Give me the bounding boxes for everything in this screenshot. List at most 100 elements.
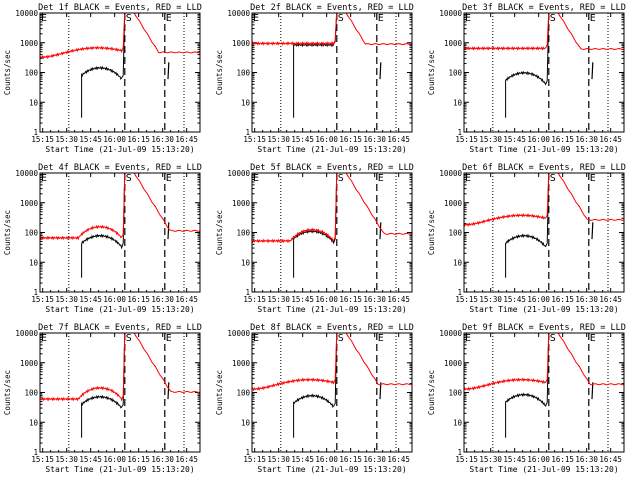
x-tick-label: 16:30 (575, 135, 598, 144)
x-tick-label: 16:00 (527, 135, 550, 144)
x-axis-label: Start Time (21-Jul-09 15:13:20) (45, 145, 194, 154)
x-tick-label: 15:15 (31, 295, 54, 304)
events-series-line (293, 13, 338, 118)
x-tick-label: 15:30 (479, 455, 502, 464)
x-tick-label: 16:15 (551, 295, 574, 304)
x-tick-label: 16:15 (127, 135, 150, 144)
y-tick-label: 10000 (439, 329, 462, 338)
x-tick-label: 16:45 (175, 295, 198, 304)
event-marker-label: E (253, 173, 259, 184)
lld-series-line (464, 13, 624, 51)
y-tick-label: 100 (24, 229, 38, 238)
x-tick-label: 16:45 (175, 135, 198, 144)
x-tick-label: 15:15 (455, 455, 478, 464)
y-tick-label: 10000 (15, 169, 38, 178)
plot-title: Det 2f BLACK = Events, RED = LLD (250, 3, 414, 13)
x-tick-label: 16:00 (103, 135, 126, 144)
y-tick-label: 10000 (15, 329, 38, 338)
lld-series-line (252, 173, 412, 244)
lld-series-line (252, 13, 412, 46)
events-series-line (293, 333, 338, 438)
plot-title: Det 7f BLACK = Events, RED = LLD (38, 323, 202, 333)
x-tick-label: 16:00 (315, 135, 338, 144)
plot-frame (39, 12, 201, 133)
x-tick-label: 16:00 (527, 455, 550, 464)
detector-panel: Det 7f BLACK = Events, RED = LLD Counts/s… (3, 323, 202, 474)
y-axis-label: Counts/sec (427, 50, 436, 95)
event-marker-label: S (550, 173, 556, 184)
event-marker-label: S (338, 333, 344, 344)
y-axis-label: Counts/sec (3, 370, 12, 415)
y-tick-label: 100 (24, 389, 38, 398)
lld-series-line (40, 333, 200, 402)
plot-area (252, 13, 412, 132)
x-axis-label: Start Time (21-Jul-09 15:13:20) (45, 465, 194, 474)
y-tick-label: 10 (29, 98, 39, 107)
x-tick-label: 15:30 (267, 455, 290, 464)
event-marker-label: E (378, 333, 384, 344)
detector-panel: Det 1f BLACK = Events, RED = LLD Counts/s… (3, 3, 202, 154)
events-fragment-line (591, 382, 594, 400)
detector-panel: Det 5f BLACK = Events, RED = LLD Counts/s… (215, 163, 414, 314)
detector-panel: Det 8f BLACK = Events, RED = LLD Counts/s… (215, 323, 414, 474)
detector-panel: Det 2f BLACK = Events, RED = LLD Counts/s… (215, 3, 414, 154)
lld-series-line (40, 13, 200, 60)
y-tick-label: 10000 (439, 9, 462, 18)
y-tick-label: 10000 (227, 329, 250, 338)
events-fragment-line (379, 382, 382, 400)
plot-title: Det 1f BLACK = Events, RED = LLD (38, 3, 202, 13)
events-fragment-line (379, 222, 382, 240)
events-fragment-line (591, 62, 594, 80)
y-tick-label: 1000 (20, 39, 39, 48)
event-marker-label: S (338, 13, 344, 24)
x-tick-label: 16:45 (599, 455, 622, 464)
events-series-line (81, 333, 126, 438)
x-tick-label: 16:30 (363, 455, 386, 464)
y-tick-label: 1000 (20, 199, 39, 208)
x-tick-label: 16:15 (339, 455, 362, 464)
event-marker-label: E (166, 173, 172, 184)
y-tick-label: 1000 (444, 39, 463, 48)
x-tick-label: 15:30 (267, 295, 290, 304)
events-fragment-line (379, 62, 382, 80)
x-tick-label: 15:15 (31, 135, 54, 144)
x-tick-label: 15:45 (291, 455, 314, 464)
y-tick-label: 1 (33, 288, 38, 297)
plot-area (252, 333, 412, 452)
x-tick-label: 15:45 (79, 455, 102, 464)
event-marker-label: E (465, 13, 471, 24)
event-marker-label: E (590, 13, 596, 24)
y-tick-label: 100 (448, 229, 462, 238)
x-axis-label: Start Time (21-Jul-09 15:13:20) (469, 305, 618, 314)
y-axis-label: Counts/sec (427, 370, 436, 415)
y-axis-label: Counts/sec (427, 210, 436, 255)
y-tick-label: 10 (453, 258, 463, 267)
y-tick-label: 10 (241, 258, 251, 267)
y-tick-label: 100 (448, 389, 462, 398)
x-tick-label: 15:45 (79, 295, 102, 304)
x-tick-label: 16:00 (103, 455, 126, 464)
y-tick-label: 1 (245, 448, 250, 457)
event-marker-label: S (126, 13, 132, 24)
detector-panel: Det 9f BLACK = Events, RED = LLD Counts/s… (427, 323, 626, 474)
x-tick-label: 15:15 (243, 455, 266, 464)
x-tick-label: 16:15 (339, 135, 362, 144)
x-tick-label: 15:15 (455, 135, 478, 144)
y-axis-label: Counts/sec (3, 50, 12, 95)
y-tick-label: 1000 (20, 359, 39, 368)
plot-area (464, 333, 624, 452)
plot-title: Det 3f BLACK = Events, RED = LLD (462, 3, 626, 13)
x-tick-label: 16:30 (151, 135, 174, 144)
y-tick-label: 1000 (232, 199, 251, 208)
y-tick-label: 10000 (15, 9, 38, 18)
event-marker-label: E (41, 333, 47, 344)
x-tick-label: 15:15 (455, 295, 478, 304)
plot-frame (251, 172, 413, 293)
x-tick-label: 16:30 (575, 295, 598, 304)
y-tick-label: 1 (457, 128, 462, 137)
x-tick-label: 15:30 (267, 135, 290, 144)
x-tick-label: 15:30 (479, 135, 502, 144)
plot-title: Det 4f BLACK = Events, RED = LLD (38, 163, 202, 173)
